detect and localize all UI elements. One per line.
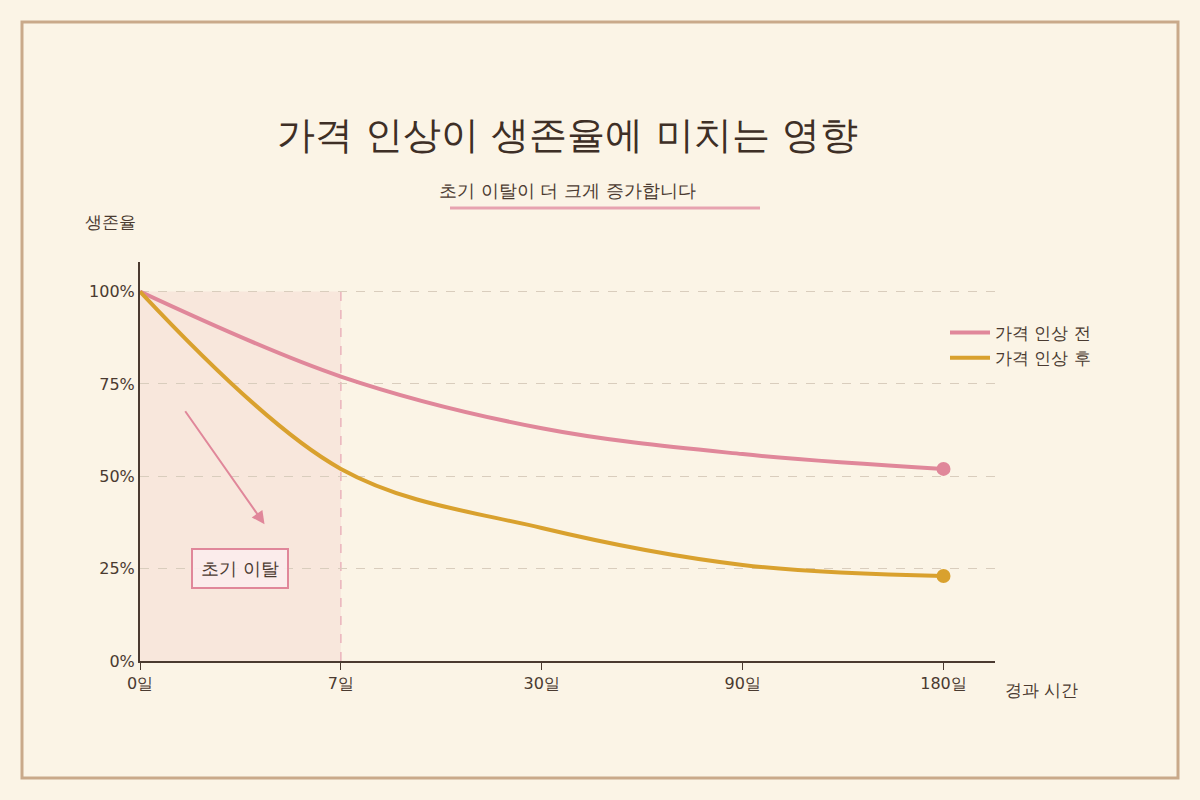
svg-text:7일: 7일 [328,674,354,693]
svg-text:초기 이탈: 초기 이탈 [201,558,279,579]
svg-text:0%: 0% [109,652,134,671]
svg-text:100%: 100% [89,282,135,301]
svg-text:경과 시간: 경과 시간 [1005,680,1078,700]
svg-text:초기 이탈이 더 크게 증가합니다: 초기 이탈이 더 크게 증가합니다 [439,180,696,201]
svg-text:75%: 75% [99,375,135,394]
svg-text:생존율: 생존율 [85,212,136,232]
svg-text:가격 인상이 생존율에 미치는 영향: 가격 인상이 생존율에 미치는 영향 [277,113,857,157]
svg-text:25%: 25% [99,559,135,578]
svg-text:90일: 90일 [724,674,760,693]
svg-text:30일: 30일 [524,674,560,693]
svg-text:50%: 50% [99,467,135,486]
svg-text:가격 인상 후: 가격 인상 후 [995,348,1091,368]
svg-text:가격 인상 전: 가격 인상 전 [995,323,1091,343]
svg-text:180일: 180일 [920,674,967,693]
svg-text:0일: 0일 [127,674,153,693]
